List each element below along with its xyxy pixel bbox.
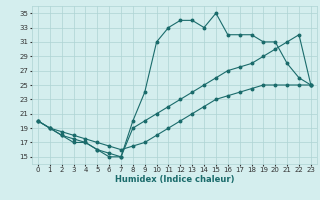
X-axis label: Humidex (Indice chaleur): Humidex (Indice chaleur) <box>115 175 234 184</box>
